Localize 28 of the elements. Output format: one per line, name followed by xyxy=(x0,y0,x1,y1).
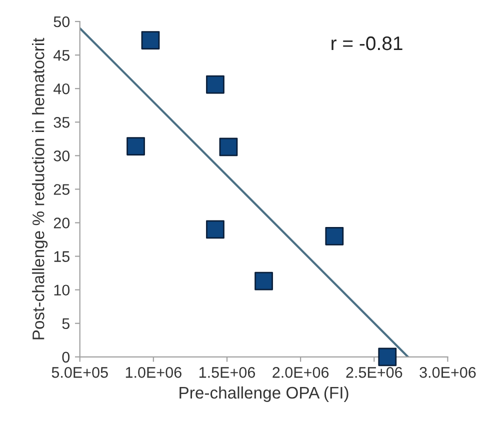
x-tick-label: 1.5E+06 xyxy=(199,367,255,378)
y-tick-label: 10 xyxy=(54,284,70,296)
y-tick-label: 40 xyxy=(53,83,70,94)
y-tick-label: 0 xyxy=(62,352,70,363)
point xyxy=(378,348,397,366)
y-tick-label: 50 xyxy=(54,16,70,28)
y-tick-label: 25 xyxy=(54,184,70,195)
point xyxy=(219,138,238,156)
annotation: r = -0.81 xyxy=(332,36,402,50)
y-tick-label: 20 xyxy=(54,218,70,228)
x-tick-label: 3.0E+06 xyxy=(420,367,476,378)
y-tick-label: 30 xyxy=(54,150,70,162)
point xyxy=(206,220,224,239)
x-tick-label: 5.0E+05 xyxy=(52,367,108,378)
y-tick-label: 5 xyxy=(62,318,70,330)
point xyxy=(141,31,160,50)
y-axis-title: Post-challenge % reduction in hematocrit xyxy=(32,38,48,340)
y-tick-label: 15 xyxy=(54,251,70,262)
point xyxy=(254,272,273,290)
y-tick-label: 35 xyxy=(54,116,70,128)
x-axis-title: Pre-challenge OPA (FI) xyxy=(180,386,348,402)
x-tick-label: 1.0E+06 xyxy=(126,367,182,378)
x-tick-label: 2.0E+06 xyxy=(272,367,329,378)
x-tick-label: 2.5E+06 xyxy=(346,367,402,378)
point xyxy=(206,75,224,94)
y-tick-label: 45 xyxy=(53,50,70,61)
point xyxy=(126,137,145,156)
point xyxy=(325,226,344,246)
